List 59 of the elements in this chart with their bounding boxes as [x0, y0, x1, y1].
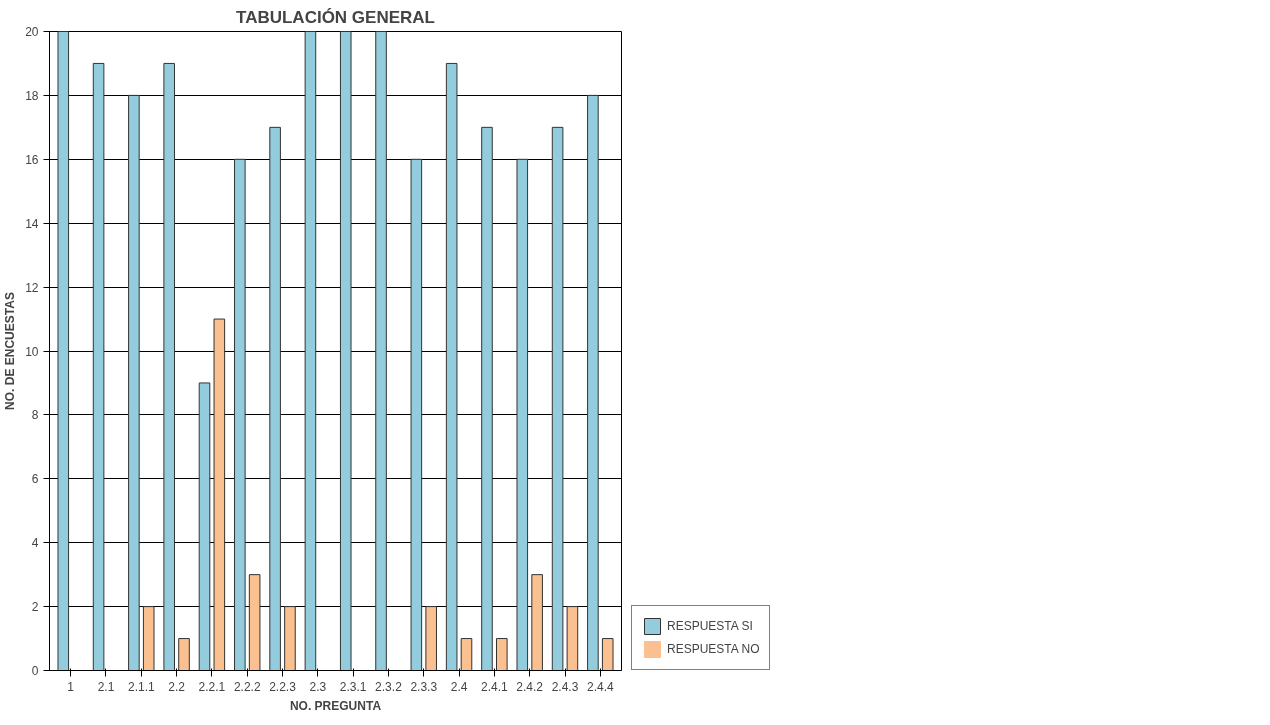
y-tick-label: 20	[25, 25, 39, 39]
bar	[339, 31, 352, 671]
bar	[248, 574, 261, 671]
x-tick-label: 2.4.3	[551, 679, 579, 694]
y-axis-title: NO. DE ENCUESTAS	[3, 292, 18, 410]
bar	[128, 94, 140, 671]
bar	[601, 638, 614, 671]
y-tick-label: 12	[25, 280, 39, 295]
x-tick-label: 2.3.2	[375, 679, 403, 694]
x-tick-label: 2.2.3	[269, 679, 297, 694]
y-tick-label: 14	[25, 216, 39, 231]
x-tick-label: 2.3.3	[410, 679, 438, 694]
x-tick-label: 2.3	[309, 679, 327, 694]
x-tick-label: 2.4.1	[481, 679, 509, 694]
y-tick-label: 16	[25, 152, 39, 167]
bar	[481, 126, 493, 671]
bar	[142, 606, 155, 671]
chart-title: TABULACIÓN GENERAL	[236, 7, 435, 27]
bar	[551, 126, 564, 671]
x-tick-label: 2.4	[450, 679, 468, 694]
bar	[198, 382, 211, 671]
bar	[92, 62, 105, 671]
x-tick-label: 2.1.1	[127, 679, 155, 694]
legend-label: RESPUESTA SI	[667, 619, 753, 633]
bar	[304, 31, 317, 671]
bar	[516, 158, 529, 671]
bar	[496, 638, 508, 671]
legend-label: RESPUESTA NO	[667, 642, 760, 656]
bar	[269, 126, 281, 671]
x-tick-label: 2.2.1	[198, 679, 226, 694]
y-tick-label: 8	[31, 408, 39, 423]
bar	[460, 638, 473, 671]
bar	[213, 318, 226, 671]
bar	[163, 62, 175, 671]
bar	[410, 158, 423, 671]
y-tick-label: 2	[31, 600, 39, 615]
x-tick-label: 2.2	[168, 679, 186, 694]
bar	[587, 94, 599, 671]
x-axis-title: NO. PREGUNTA	[289, 698, 382, 713]
y-tick-label: 4	[31, 536, 39, 551]
bar	[234, 158, 246, 671]
x-tick-label: 1	[67, 679, 75, 694]
x-tick-label: 2.4.2	[516, 679, 544, 694]
bar	[531, 574, 543, 671]
x-tick-label: 2.3.1	[339, 679, 367, 694]
y-tick-label: 10	[25, 344, 39, 359]
bar	[566, 606, 579, 671]
bar	[57, 31, 70, 671]
y-tick-label: 6	[31, 472, 39, 487]
y-tick-label: 0	[31, 664, 39, 678]
x-tick-label: 2.4.4	[586, 679, 614, 694]
x-tick-label: 2.2.2	[233, 679, 261, 694]
bar	[284, 606, 296, 671]
bar	[445, 62, 458, 671]
y-tick-label: 18	[25, 88, 39, 103]
bar	[375, 31, 387, 671]
x-tick-label: 2.1	[97, 679, 115, 694]
bar	[425, 606, 437, 671]
bar	[178, 638, 190, 671]
